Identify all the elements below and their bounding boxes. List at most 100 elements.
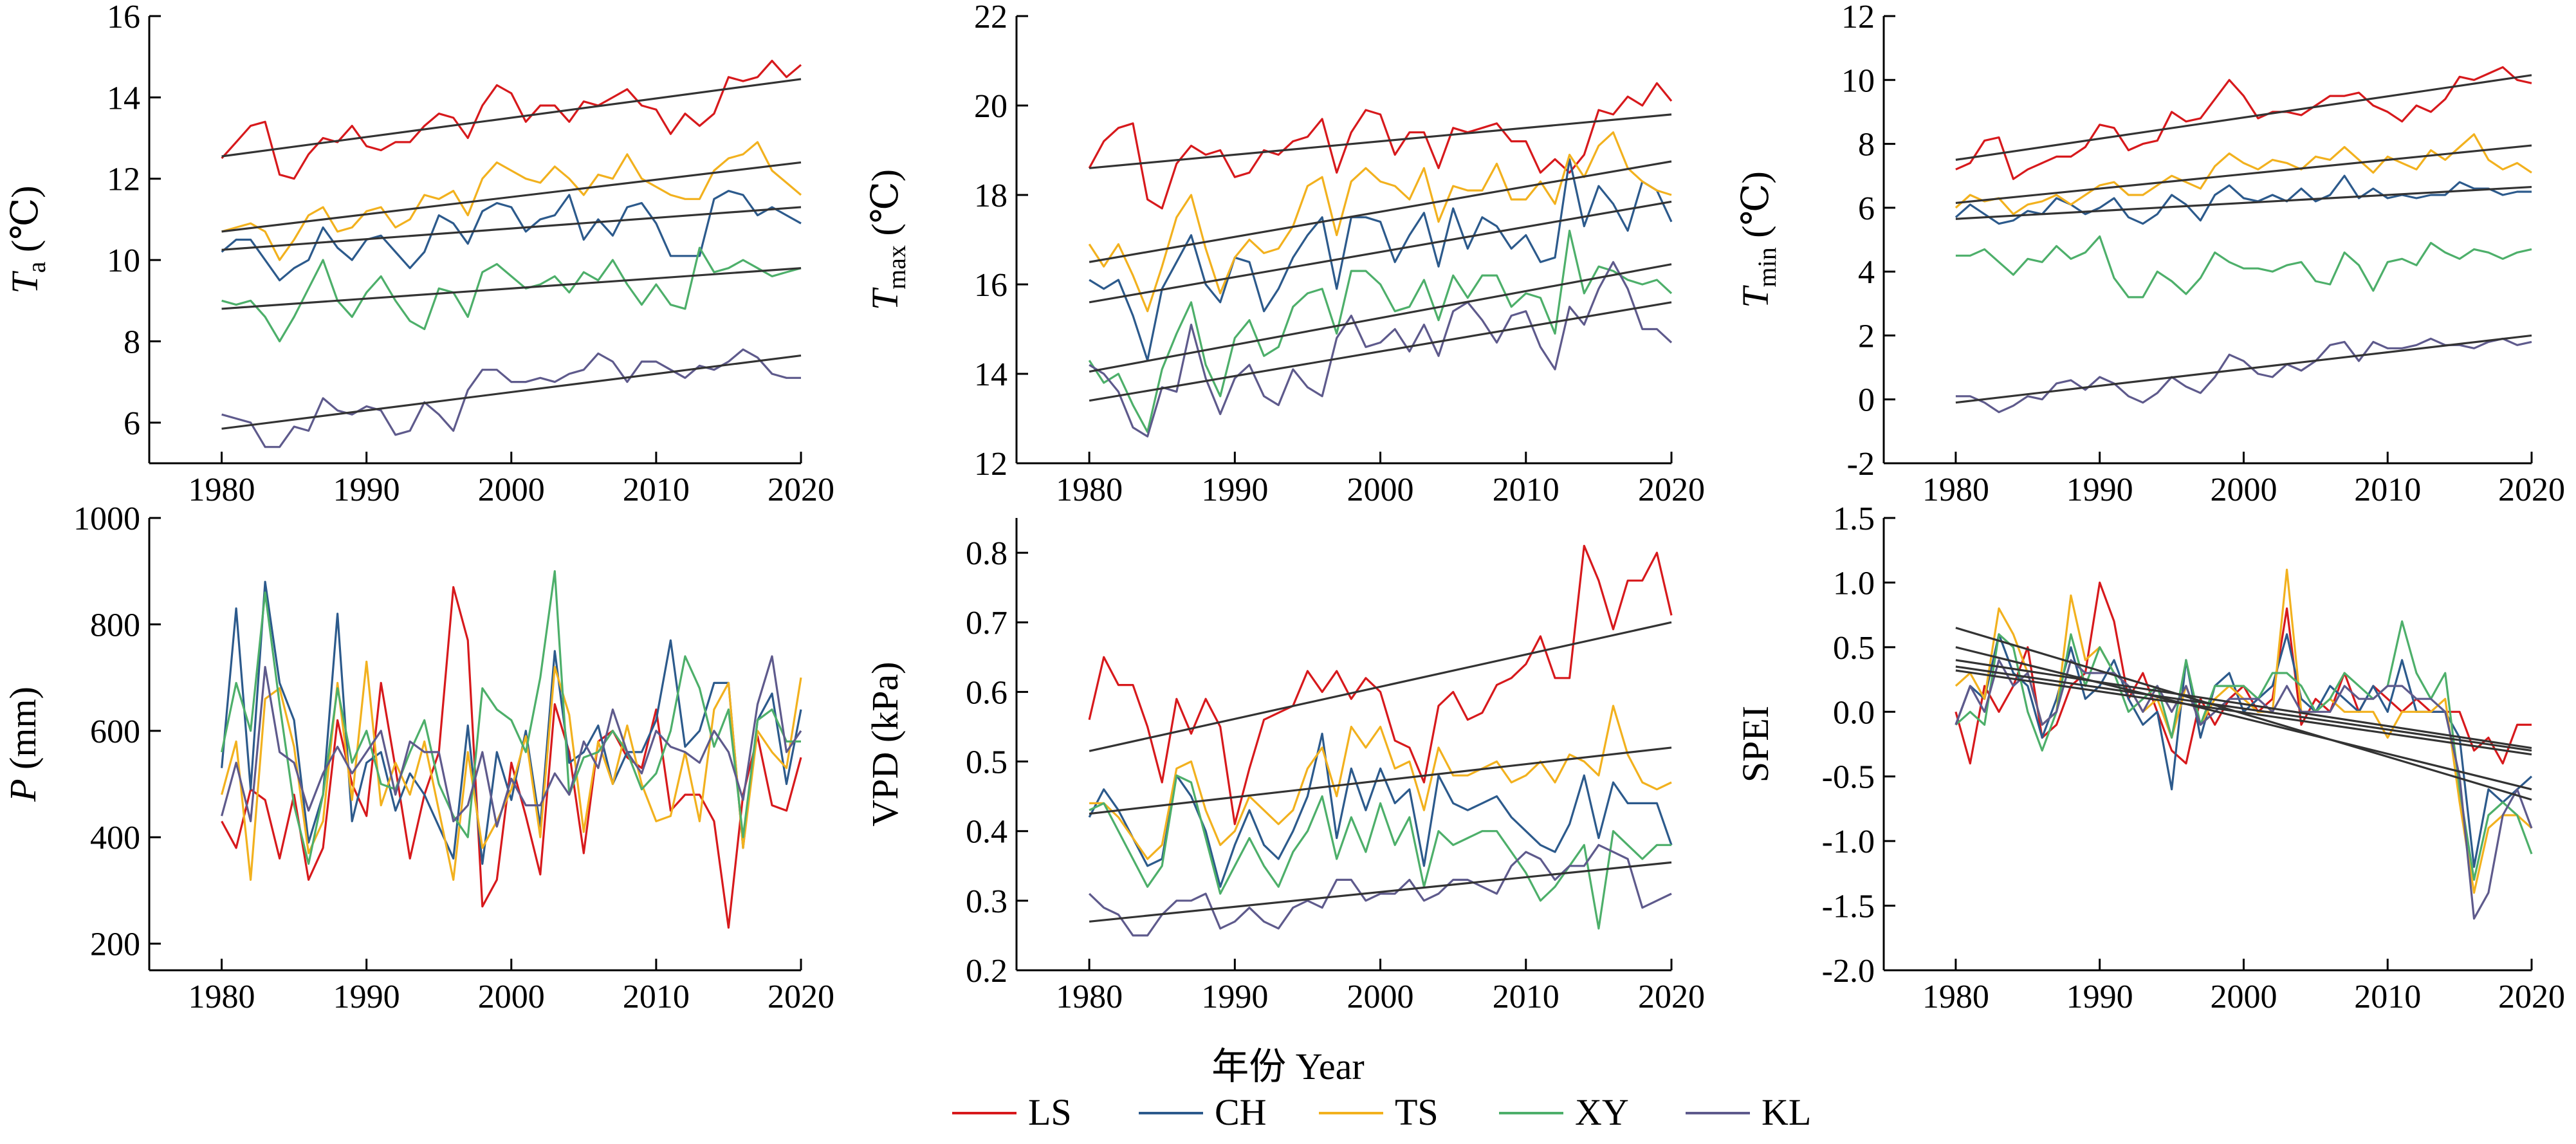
trend-line-ch bbox=[1089, 200, 1672, 304]
x-tick-label: 1990 bbox=[333, 979, 400, 1015]
trend-line-ls bbox=[221, 78, 802, 158]
y-label-unit: (mm) bbox=[2, 687, 44, 779]
y-label-unit: (kPa) bbox=[864, 661, 906, 752]
legend-label-ts: TS bbox=[1395, 1091, 1439, 1133]
series-line-kl bbox=[1955, 659, 2533, 920]
panel-3: -2 0 2 4 6 8 10 12 1980 1990 2000 2010 2020 Tmin (℃) bbox=[1734, 0, 2565, 508]
y-tick-label: 0 bbox=[1858, 382, 1875, 419]
y-tick-label: 1.0 bbox=[1833, 565, 1875, 602]
series-line-ls bbox=[1088, 544, 1673, 826]
y-axis-label: SPEI bbox=[1734, 706, 1776, 782]
x-axis-label: 年份 Year bbox=[1211, 1046, 1364, 1087]
trend-line-ls bbox=[1955, 74, 2532, 161]
trend-line-ts bbox=[1089, 746, 1672, 815]
y-tick-label: 16 bbox=[974, 267, 1007, 304]
series-line-xy bbox=[221, 246, 802, 343]
series-line-ls bbox=[1088, 82, 1673, 210]
series-line-kl bbox=[1088, 844, 1672, 937]
x-tick-label: 2020 bbox=[768, 472, 834, 508]
series-line-kl bbox=[1089, 261, 1673, 438]
y-axis-label: Tmax (℃) bbox=[864, 169, 911, 310]
panel-5: 0.2 0.3 0.4 0.5 0.6 0.7 0.8 1980 1990 2000 2010 202… bbox=[864, 518, 1705, 1015]
y-tick-label: 8 bbox=[1858, 127, 1875, 163]
x-tick-label: 2010 bbox=[623, 472, 690, 508]
series-line-ts bbox=[221, 660, 802, 881]
y-axis-label: P (mm) bbox=[2, 687, 44, 802]
series-line-xy bbox=[1955, 620, 2533, 881]
legend: LS CH TS XY KL bbox=[952, 1091, 1811, 1133]
x-tick-label: 1980 bbox=[189, 472, 255, 508]
x-tick-label: 2020 bbox=[2498, 979, 2565, 1015]
y-tick-label: 12 bbox=[107, 161, 140, 198]
series-line-ch bbox=[1088, 732, 1673, 888]
y-label-sub: min bbox=[1753, 247, 1781, 287]
trend-line-ch bbox=[1955, 185, 2532, 220]
y-tick-label: 0.5 bbox=[966, 744, 1007, 781]
y-tick-label: -2 bbox=[1847, 446, 1875, 483]
y-tick-label: 0.5 bbox=[1833, 630, 1875, 667]
y-tick-label: 800 bbox=[90, 607, 140, 643]
x-tick-label: 2000 bbox=[478, 979, 545, 1015]
y-tick-label: 0.7 bbox=[966, 605, 1007, 641]
trend-line-kl bbox=[1089, 301, 1672, 402]
y-tick-label: 18 bbox=[974, 178, 1007, 214]
series-line-kl bbox=[221, 348, 801, 448]
y-tick-label: 12 bbox=[974, 446, 1007, 483]
series-line-ts bbox=[221, 141, 802, 261]
trend-line-kl bbox=[1089, 861, 1672, 923]
x-tick-label: 1980 bbox=[1056, 472, 1123, 508]
y-tick-label: 6 bbox=[1858, 190, 1875, 227]
panel-2: 12 14 16 18 20 22 1980 1990 2000 2010 2020 Tmax (℃) bbox=[864, 0, 1705, 508]
y-label-unit: (℃) bbox=[4, 185, 46, 261]
trend-line-ts bbox=[1955, 646, 2532, 791]
x-tick-label: 2010 bbox=[1493, 472, 1559, 508]
y-tick-label: 600 bbox=[90, 714, 140, 750]
trend-line-kl bbox=[1955, 334, 2532, 404]
y-tick-label: 20 bbox=[974, 88, 1007, 125]
y-tick-label: -0.5 bbox=[1822, 759, 1875, 796]
legend-label-xy: XY bbox=[1575, 1091, 1629, 1133]
series-line-ts bbox=[1088, 131, 1672, 313]
panel-4: 200 400 600 800 1000 1980 1990 2000 2010 2020 P (m… bbox=[2, 501, 834, 1015]
x-tick-label: 2000 bbox=[1347, 979, 1414, 1015]
series-line-ch bbox=[221, 580, 802, 865]
y-tick-label: 400 bbox=[90, 820, 140, 856]
y-tick-label: 0.8 bbox=[966, 535, 1007, 572]
y-label-unit: (℃) bbox=[864, 169, 906, 245]
x-tick-label: 2020 bbox=[1638, 472, 1705, 508]
series-line-ch bbox=[1955, 174, 2532, 225]
trend-line-ts bbox=[1089, 160, 1672, 263]
x-tick-label: 2010 bbox=[2354, 979, 2421, 1015]
y-label-main: T bbox=[4, 271, 46, 294]
trend-line-ch bbox=[221, 206, 802, 251]
y-label-unit: (℃) bbox=[1734, 171, 1776, 247]
y-tick-label: 12 bbox=[1841, 0, 1875, 35]
panel-1: 6 8 10 12 14 16 1980 1990 2000 2010 2020 Ta (℃) bbox=[4, 0, 834, 508]
x-tick-label: 1990 bbox=[1201, 472, 1268, 508]
x-tick-label: 2020 bbox=[2498, 472, 2565, 508]
y-label-main: T bbox=[1734, 285, 1776, 308]
y-tick-label: 2 bbox=[1858, 318, 1875, 355]
y-tick-label: 0.2 bbox=[966, 953, 1007, 990]
series-line-xy bbox=[1088, 230, 1673, 434]
y-tick-label: 200 bbox=[90, 927, 140, 963]
y-tick-label: 8 bbox=[124, 324, 140, 360]
series-line-ls bbox=[221, 59, 802, 180]
series-line-xy bbox=[1089, 774, 1671, 930]
x-tick-label: 2010 bbox=[2354, 472, 2421, 508]
x-tick-label: 2020 bbox=[768, 979, 834, 1015]
y-tick-label: 10 bbox=[1841, 62, 1875, 99]
x-tick-label: 1990 bbox=[333, 472, 400, 508]
series-line-xy bbox=[221, 570, 801, 865]
y-tick-label: 1000 bbox=[73, 501, 140, 537]
trend-line-ls bbox=[1955, 659, 2532, 750]
y-tick-label: 6 bbox=[124, 405, 140, 442]
y-label-main: T bbox=[864, 287, 906, 310]
series-line-xy bbox=[1955, 235, 2532, 299]
x-tick-label: 2020 bbox=[1638, 979, 1705, 1015]
trend-line-ch bbox=[1955, 627, 2532, 801]
y-tick-label: 10 bbox=[107, 243, 140, 279]
x-tick-label: 1980 bbox=[1922, 472, 1989, 508]
series-line-ls bbox=[221, 586, 802, 929]
